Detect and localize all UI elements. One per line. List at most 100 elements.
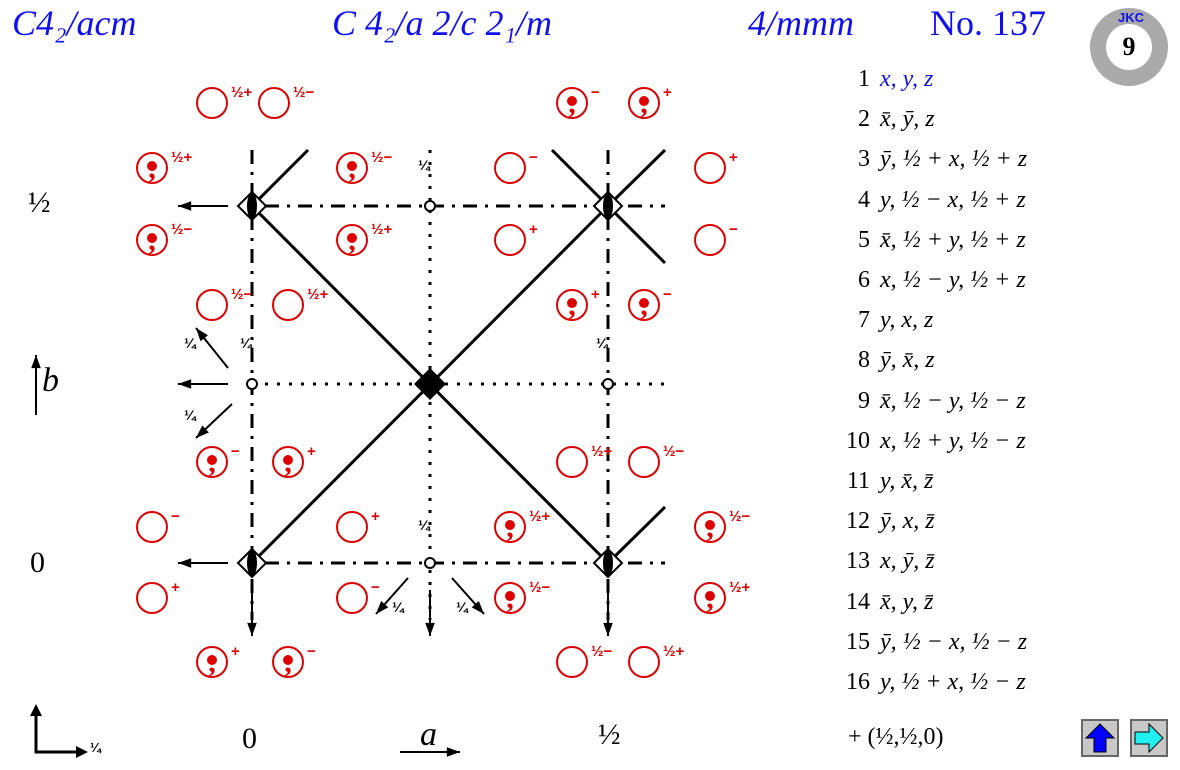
two-fold-axis-arrow <box>247 590 257 636</box>
general-position-circle: − <box>336 579 380 614</box>
entry-coordinates: ȳ, x, z̄ <box>880 508 935 535</box>
entry-number: 8 <box>858 347 870 374</box>
height-sign: + <box>663 84 672 101</box>
general-position-circle: + <box>336 508 380 543</box>
height-sign: ½+ <box>529 508 551 525</box>
coordinate-entry: 6 x, ½ − y, ½ + z <box>842 267 1026 294</box>
inversion-center <box>602 378 614 390</box>
height-sign: + <box>371 508 380 525</box>
coordinate-entry: 12 ȳ, x, z̄ <box>842 508 935 535</box>
height-sign: ½− <box>591 643 613 660</box>
two-fold-axis-arrow <box>603 590 613 636</box>
height-label: ¼ <box>392 599 405 615</box>
height-sign: + <box>307 443 316 460</box>
general-position-comma: ,+ <box>272 443 316 479</box>
general-position-circle: − <box>694 221 738 256</box>
two-fold-axis-arrow <box>195 403 233 439</box>
mirror-line <box>606 505 667 565</box>
coordinate-entry: 11 y, x̄, z̄ <box>842 468 933 495</box>
coordinate-entry: 8 ȳ, x̄, z <box>842 347 935 374</box>
inversion-center <box>424 557 436 569</box>
height-sign: ½+ <box>371 221 393 238</box>
entry-coordinates: ȳ, ½ − x, ½ − z <box>880 628 1028 655</box>
general-position-comma: ,½+ <box>494 508 551 544</box>
height-sign: + <box>171 579 180 596</box>
general-position-circle: ½+ <box>556 443 613 478</box>
coordinate-entry: 15 ȳ, ½ − x, ½ − z <box>842 629 1027 656</box>
mirror-line <box>606 148 667 208</box>
coordinate-entry: 13 x, ȳ, z̄ <box>842 548 935 575</box>
next-button[interactable] <box>1130 719 1168 757</box>
height-sign: ½− <box>293 84 315 101</box>
height-sign: − <box>231 443 240 460</box>
entry-coordinates: x̄, ½ + y, ½ + z <box>880 226 1026 253</box>
height-sign: + <box>231 643 240 660</box>
general-position-circle: − <box>136 508 180 543</box>
general-position-comma: ,+ <box>196 643 240 679</box>
general-position-comma: ,½− <box>336 149 393 185</box>
entry-number: 5 <box>858 226 870 253</box>
height-sign: + <box>529 221 538 238</box>
coordinate-entry: 4 y, ½ − x, ½ + z <box>842 187 1026 214</box>
height-sign: ½+ <box>729 579 751 596</box>
up-button[interactable] <box>1081 719 1119 757</box>
x-zero-label: 0 <box>242 722 257 755</box>
general-position-circle: ½− <box>258 84 315 119</box>
general-position-circle: ½− <box>196 286 253 321</box>
entry-coordinates: x, ½ + y, ½ − z <box>880 427 1026 454</box>
general-position-comma: ,− <box>556 84 600 120</box>
entry-coordinates: x̄, ½ − y, ½ − z <box>880 387 1026 414</box>
coordinate-entry: 10 x, ½ + y, ½ − z <box>842 428 1026 455</box>
height-sign: ½− <box>729 508 751 525</box>
height-label: ¼ <box>418 157 431 173</box>
height-label: ¼ <box>240 335 253 351</box>
short-symbol: C4₂/acm <box>12 3 137 43</box>
general-position-circle: ½+ <box>628 643 685 678</box>
height-sign: ½− <box>231 286 253 303</box>
entry-number: 14 <box>846 588 870 615</box>
coordinate-entry: 2 x̄, ȳ, z <box>842 106 935 133</box>
general-position-circle: − <box>494 149 538 184</box>
jkc-logo[interactable]: 9 JKC <box>1090 8 1168 86</box>
general-position-comma: ,− <box>272 643 316 679</box>
general-position-circle: ½+ <box>272 286 329 321</box>
mirror-line <box>250 148 310 208</box>
two-fold-axis-arrow <box>375 577 409 615</box>
height-sign: − <box>663 286 672 303</box>
origin-axes-icon <box>34 712 80 754</box>
height-sign: ½− <box>371 149 393 166</box>
height-sign: − <box>529 149 538 166</box>
entry-number: 12 <box>846 508 870 535</box>
entry-number: 10 <box>846 427 870 454</box>
height-sign: − <box>171 508 180 525</box>
general-position-circle: + <box>694 149 738 184</box>
entry-number: 3 <box>858 146 870 173</box>
general-position-comma: ,½+ <box>694 579 751 615</box>
entry-coordinates: x, y, z <box>880 66 934 92</box>
height-sign: ½− <box>663 443 685 460</box>
entry-coordinates: y, ½ − x, ½ + z <box>880 186 1026 213</box>
full-symbol: C 4₂/a 2/c 2₁/m <box>332 3 553 43</box>
height-sign: − <box>591 84 600 101</box>
entry-number: 13 <box>846 548 870 575</box>
entry-number: 1 <box>858 66 870 92</box>
y-zero-label: 0 <box>30 546 45 579</box>
up-arrow-icon <box>1084 723 1116 753</box>
screw-axis-symbol <box>592 190 624 222</box>
screw-axis-symbol <box>236 547 268 579</box>
entry-coordinates: x, ȳ, z̄ <box>880 548 935 575</box>
general-position-circle: + <box>136 579 180 614</box>
entry-number: 7 <box>858 307 870 334</box>
coordinate-entry: 1 x, y, z <box>842 66 933 93</box>
two-fold-axis-arrow <box>400 747 460 757</box>
entry-coordinates: x, ½ − y, ½ + z <box>880 267 1026 293</box>
entry-coordinates: ȳ, x̄, z <box>880 347 935 374</box>
height-sign: + <box>729 149 738 166</box>
coordinate-entry: 14 x̄, y, z̄ <box>842 589 933 616</box>
two-fold-axis-arrow <box>178 558 228 568</box>
screw-axis-symbol <box>236 190 268 222</box>
two-fold-axis-arrow <box>425 590 435 636</box>
entry-number: 4 <box>858 186 870 213</box>
entry-coordinates: x̄, ȳ, z <box>880 106 935 133</box>
